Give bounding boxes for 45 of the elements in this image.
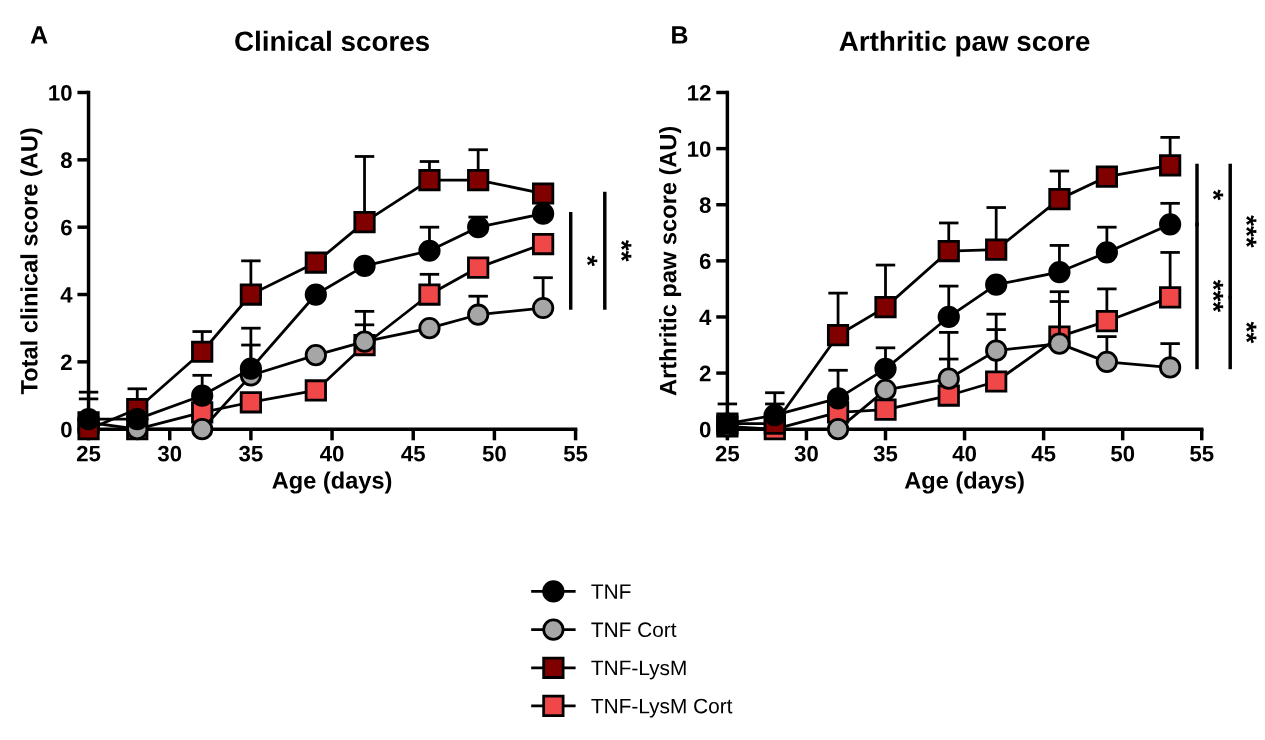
y-tick-label: 4 [60, 287, 73, 303]
x-tick-label: 45 [1031, 445, 1056, 462]
y-tick-label: 10 [688, 141, 711, 157]
x-tick-label: 40 [952, 445, 977, 462]
x-tick-label: 50 [1111, 445, 1135, 462]
x-tick-label: 25 [76, 445, 101, 462]
text: * [586, 255, 598, 267]
x-tick-label: 45 [401, 445, 425, 462]
x-tick-label: 55 [1190, 445, 1214, 462]
text: *** [1212, 279, 1224, 313]
text: A [30, 26, 48, 44]
y-tick-label: 2 [699, 365, 711, 382]
x-axis-title: Age (days) [272, 471, 392, 494]
x-tick-label: 35 [873, 445, 898, 462]
y-tick-label: 0 [699, 421, 711, 438]
x-tick-label: 40 [320, 445, 344, 462]
x-tick-label: 25 [715, 445, 740, 462]
legend-label: TNF-LysM [591, 660, 686, 680]
y-tick-label: 10 [49, 85, 72, 101]
y-axis-title: Total clinical score (AU) [20, 128, 43, 395]
x-tick-label: 50 [482, 445, 506, 462]
text: B [672, 26, 688, 44]
y-tick-label: 12 [688, 85, 711, 101]
y-tick-label: 2 [60, 354, 72, 370]
y-tick-label: 4 [699, 309, 712, 326]
y-tick-label: 0 [61, 421, 72, 438]
legend-label: TNF [591, 584, 631, 599]
y-tick-label: 8 [60, 152, 72, 169]
text: * [1212, 189, 1224, 201]
x-tick-label: 35 [239, 445, 263, 462]
legend-label: TNF-LysM Cort [591, 698, 733, 718]
text: ** [1246, 321, 1257, 344]
x-axis-title: Age (days) [904, 471, 1024, 494]
y-tick-label: 6 [699, 253, 711, 270]
chart-title: Arthritic paw score [839, 30, 1090, 57]
chart-title: Clinical scores [235, 30, 429, 52]
legend-label: TNF Cort [591, 622, 677, 638]
x-tick-label: 30 [157, 445, 182, 462]
x-tick-label: 55 [563, 445, 588, 462]
y-tick-label: 6 [61, 219, 72, 236]
y-axis-title: Arthritic paw score (AU) [659, 126, 682, 396]
y-tick-label: 8 [699, 197, 711, 213]
text: ** [621, 240, 632, 262]
text: *** [1246, 215, 1257, 248]
x-tick-label: 30 [794, 445, 818, 462]
